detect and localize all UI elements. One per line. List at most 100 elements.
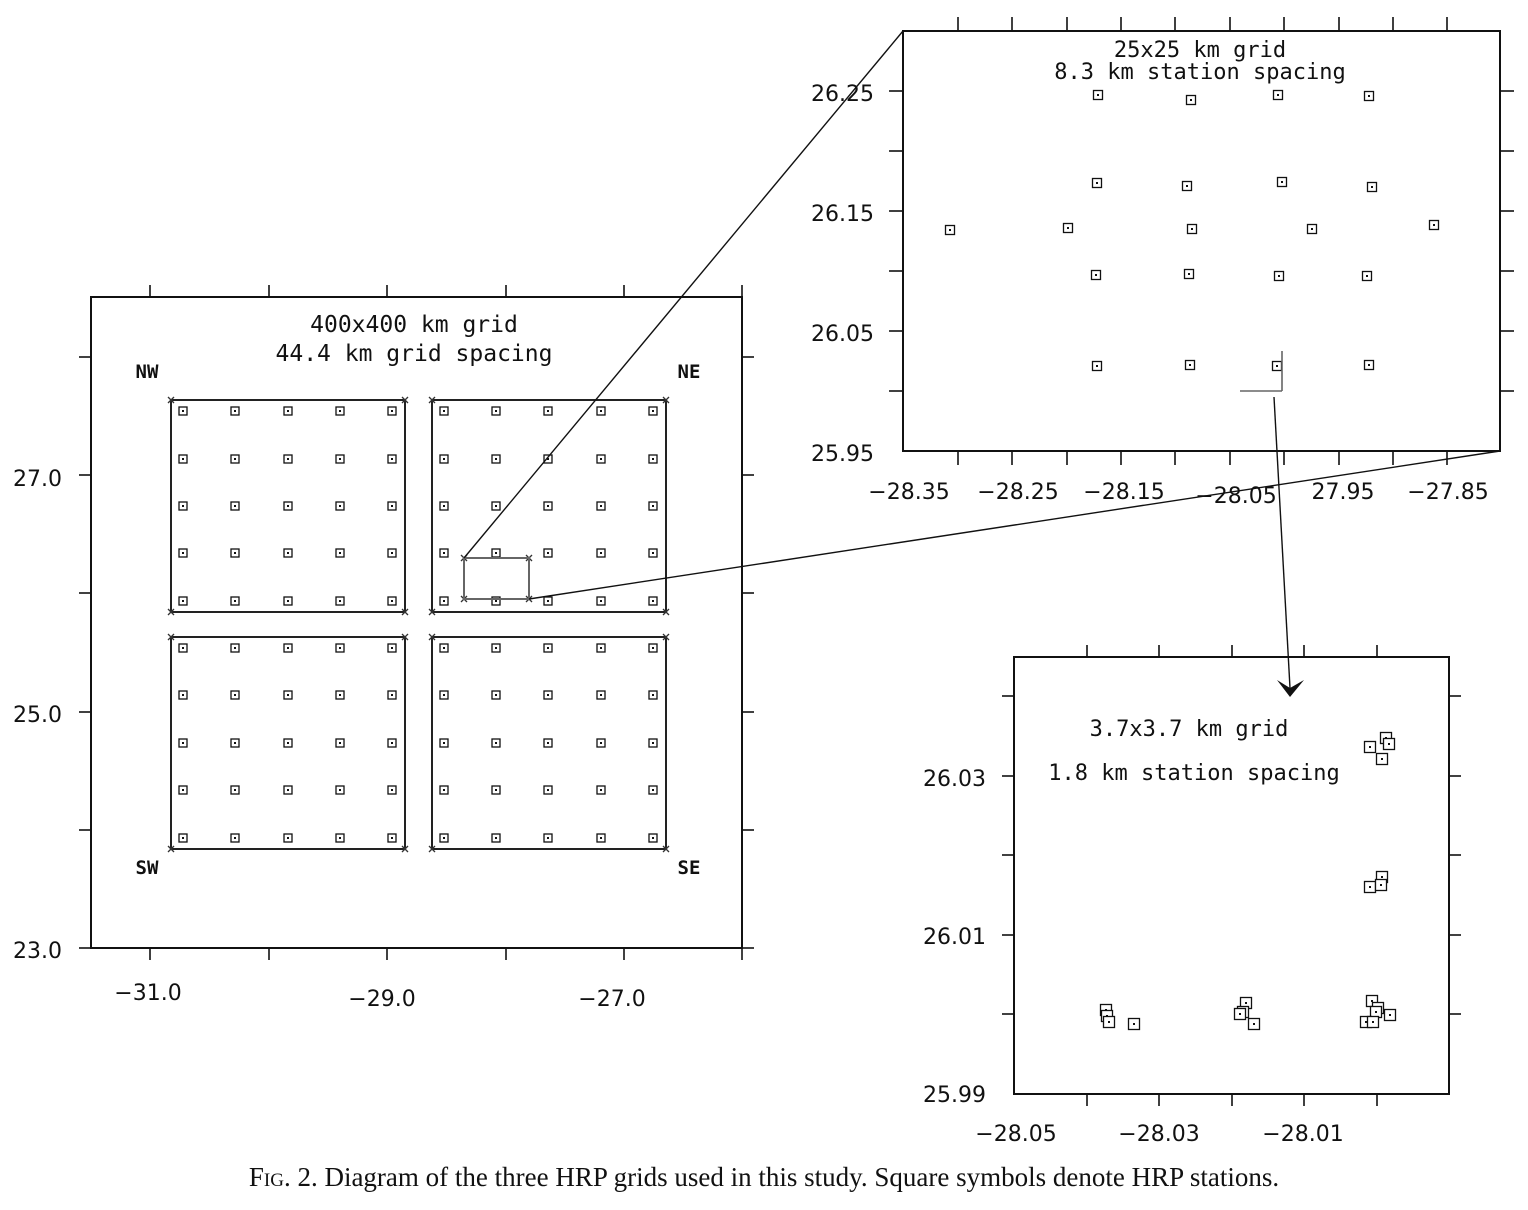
square-station-icon: [1233, 1007, 1247, 1021]
square-station-icon: [283, 454, 293, 464]
square-station-icon: [491, 454, 501, 464]
x-marker-icon: [167, 633, 175, 641]
quadrant-box-se: [431, 636, 667, 850]
square-station-icon: [1186, 223, 1198, 235]
square-station-icon: [387, 643, 397, 653]
square-station-icon: [1366, 181, 1378, 193]
quadrant-label-se: SE: [678, 857, 701, 879]
figure-caption: Fig. 2. Diagram of the three HRP grids u…: [0, 1162, 1528, 1193]
square-station-icon: [387, 596, 397, 606]
square-station-icon: [439, 738, 449, 748]
square-station-icon: [178, 643, 188, 653]
square-station-icon: [596, 406, 606, 416]
square-station-icon: [1306, 223, 1318, 235]
square-station-icon: [648, 454, 658, 464]
square-station-icon: [335, 596, 345, 606]
large-panel-frame: [90, 296, 743, 949]
square-station-icon: [335, 501, 345, 511]
zoom-arrow-line: [1273, 396, 1291, 689]
large-panel-title: 400x400 km grid: [310, 312, 518, 338]
square-station-icon: [335, 548, 345, 558]
square-station-icon: [387, 548, 397, 558]
square-station-icon: [230, 738, 240, 748]
quadrant-label-ne: NE: [678, 361, 701, 383]
square-station-icon: [1181, 180, 1193, 192]
square-station-icon: [1183, 268, 1195, 280]
quadrant-box-ne: [431, 399, 667, 613]
square-station-icon: [230, 406, 240, 416]
square-station-icon: [387, 690, 397, 700]
square-station-icon: [648, 785, 658, 795]
square-station-icon: [387, 833, 397, 843]
square-station-icon: [335, 643, 345, 653]
square-station-icon: [439, 690, 449, 700]
square-station-icon: [387, 406, 397, 416]
square-station-icon: [491, 548, 501, 558]
square-station-icon: [1090, 269, 1102, 281]
small-panel-subtitle: 1.8 km station spacing: [1048, 761, 1339, 786]
large-x-tick-m27: −27.0: [578, 987, 645, 1012]
square-station-icon: [439, 406, 449, 416]
square-station-icon: [596, 738, 606, 748]
square-station-icon: [648, 501, 658, 511]
square-station-icon: [1273, 270, 1285, 282]
square-station-icon: [335, 738, 345, 748]
square-station-icon: [283, 738, 293, 748]
medium-x-tick-m2805: −28.05: [1195, 484, 1276, 509]
square-station-icon: [230, 596, 240, 606]
square-station-icon: [1127, 1017, 1141, 1031]
small-y-tick-2603: 26.03: [923, 767, 986, 792]
square-station-icon: [230, 643, 240, 653]
medium-panel-ticks: [889, 17, 1514, 465]
x-marker-icon: [662, 633, 670, 641]
large-x-tick-m29: −29.0: [348, 987, 415, 1012]
square-station-icon: [178, 406, 188, 416]
square-station-icon: [178, 454, 188, 464]
square-station-icon: [439, 596, 449, 606]
figure-label: Fig. 2.: [248, 1162, 318, 1192]
large-panel-subtitle: 44.4 km grid spacing: [276, 341, 553, 367]
square-station-icon: [1062, 222, 1074, 234]
square-station-icon: [335, 454, 345, 464]
square-station-icon: [543, 833, 553, 843]
medium-x-tick-2795: 27.95: [1312, 480, 1375, 505]
square-station-icon: [543, 690, 553, 700]
square-station-icon: [648, 690, 658, 700]
square-station-icon: [1185, 94, 1197, 106]
square-station-icon: [283, 785, 293, 795]
square-station-icon: [335, 785, 345, 795]
square-station-icon: [283, 501, 293, 511]
quadrant-corner-markers: [167, 396, 670, 853]
square-station-icon: [230, 785, 240, 795]
square-station-icon: [335, 690, 345, 700]
small-panel-ticks: [1002, 645, 1461, 1106]
square-station-icon: [1361, 270, 1373, 282]
x-marker-icon: [662, 396, 670, 404]
square-station-icon: [491, 501, 501, 511]
small-x-tick-m2801: −28.01: [1262, 1122, 1343, 1147]
x-marker-icon: [428, 845, 436, 853]
square-station-icon: [1247, 1017, 1261, 1031]
small-panel-stations: [1099, 731, 1397, 1031]
square-station-icon: [596, 454, 606, 464]
square-station-icon: [543, 738, 553, 748]
square-station-icon: [944, 224, 956, 236]
square-station-icon: [1272, 89, 1284, 101]
square-station-icon: [230, 690, 240, 700]
quadrant-label-sw: SW: [136, 857, 159, 879]
medium-panel-stations: [944, 89, 1440, 372]
square-station-icon: [230, 833, 240, 843]
square-station-icon: [491, 785, 501, 795]
x-marker-icon: [428, 396, 436, 404]
square-station-icon: [387, 738, 397, 748]
square-station-icon: [491, 690, 501, 700]
square-station-icon: [543, 548, 553, 558]
square-station-icon: [230, 454, 240, 464]
square-station-icon: [543, 454, 553, 464]
square-station-icon: [335, 833, 345, 843]
square-station-icon: [1375, 752, 1389, 766]
large-panel: 400x400 km grid 44.4 km grid spacing NW …: [13, 285, 754, 1012]
square-station-icon: [439, 501, 449, 511]
square-station-icon: [596, 833, 606, 843]
x-marker-icon: [167, 608, 175, 616]
